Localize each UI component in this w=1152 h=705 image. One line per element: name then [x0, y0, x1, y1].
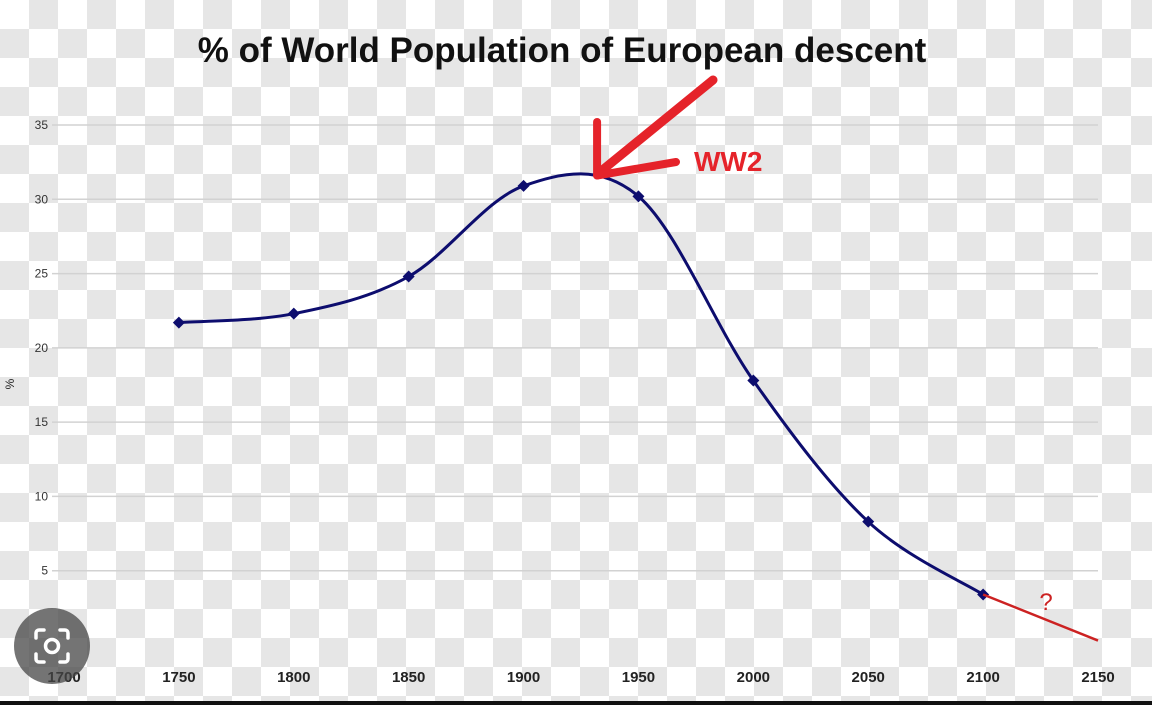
x-tick-label: 1900: [507, 669, 540, 686]
data-series: [172, 172, 990, 601]
y-tick-label: 25: [35, 267, 49, 281]
data-point: [862, 515, 875, 528]
y-tick-label: 10: [35, 489, 49, 503]
x-tick-label: 2100: [966, 669, 999, 686]
y-tick-label: 20: [35, 341, 49, 355]
annotations: ? WW2: [593, 75, 1099, 642]
ww2-arrow-head: [593, 158, 680, 180]
data-point: [517, 179, 530, 192]
ww2-arrow-shaft: [598, 75, 718, 175]
data-point: [402, 270, 415, 283]
y-tick-label: 5: [41, 564, 48, 578]
lens-icon: [34, 628, 70, 664]
ww2-label: WW2: [694, 146, 762, 177]
tick-labels: 5101520253035170017501800185019001950200…: [35, 118, 1115, 686]
x-tick-label: 1750: [162, 669, 195, 686]
data-point: [287, 307, 300, 320]
x-tick-label: 1800: [277, 669, 310, 686]
bottom-border: [0, 701, 1152, 705]
y-tick-label: 30: [35, 192, 49, 206]
lens-search-button[interactable]: [14, 608, 90, 684]
series-line: [178, 172, 984, 596]
chart-title: % of World Population of European descen…: [198, 31, 927, 70]
data-point: [747, 374, 760, 387]
x-tick-label: 2000: [737, 669, 770, 686]
y-tick-label: 15: [35, 415, 49, 429]
data-point: [172, 316, 185, 329]
x-tick-label: 2150: [1081, 669, 1114, 686]
x-tick-label: 1850: [392, 669, 425, 686]
y-axis-label: %: [3, 378, 17, 389]
projection-line: [982, 593, 1099, 642]
gridlines: [52, 124, 1098, 572]
y-tick-label: 35: [35, 118, 49, 132]
x-tick-label: 2050: [852, 669, 885, 686]
projection-question-mark: ?: [1039, 589, 1052, 616]
data-point: [632, 190, 645, 203]
x-tick-label: 1950: [622, 669, 655, 686]
